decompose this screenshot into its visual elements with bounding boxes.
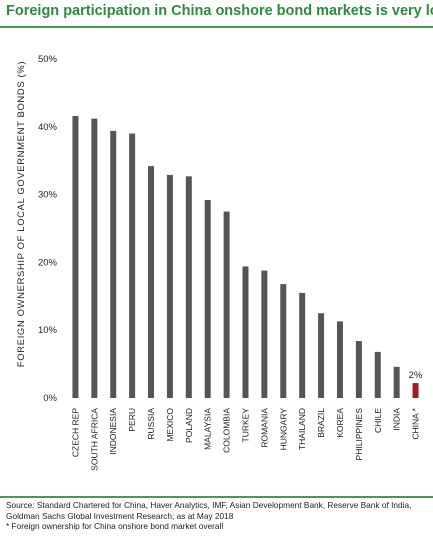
x-tick-label: CHILE <box>373 408 383 433</box>
bar <box>412 383 419 398</box>
x-tick-label: ROMANIA <box>259 408 269 448</box>
bar <box>223 211 230 398</box>
y-axis-label: FOREIGN OWNERSHIP OF LOCAL GOVERNMENT BO… <box>16 61 27 367</box>
bar <box>299 292 306 398</box>
y-tick-label: 50% <box>38 54 58 65</box>
x-tick-label: MEXICO <box>165 408 175 442</box>
bar <box>393 366 400 398</box>
bar <box>129 133 136 398</box>
source-text: Source: Standard Chartered for China, Ha… <box>6 500 412 521</box>
bar <box>336 321 343 398</box>
bar <box>280 284 287 398</box>
bar-chart: FOREIGN OWNERSHIP OF LOCAL GOVERNMENT BO… <box>16 54 423 471</box>
bar <box>166 174 173 398</box>
source-note: Source: Standard Chartered for China, Ha… <box>6 500 430 532</box>
title-rule <box>0 26 433 28</box>
x-tick-label: PERU <box>127 408 137 432</box>
x-tick-label: KOREA <box>335 408 345 438</box>
y-tick-label: 20% <box>38 257 58 268</box>
bar <box>261 270 268 398</box>
x-tick-label: CHINA * <box>411 407 421 439</box>
bar <box>72 115 79 399</box>
y-tick-label: 40% <box>38 122 58 133</box>
x-tick-label: CZECH REP <box>70 408 80 457</box>
x-tick-label: PHILIPPINES <box>354 408 364 461</box>
bar <box>110 130 117 399</box>
y-tick-label: 10% <box>38 325 58 336</box>
bar <box>242 266 249 398</box>
bar <box>355 341 362 398</box>
bar <box>318 313 325 398</box>
x-tick-label: INDONESIA <box>108 408 118 455</box>
x-tick-label: RUSSIA <box>146 408 156 440</box>
chart-title: Foreign participation in China onshore b… <box>6 3 433 19</box>
y-tick-label: 30% <box>38 190 58 201</box>
footnote-text: * Foreign ownership for China onshore bo… <box>6 521 224 531</box>
x-tick-label: TURKEY <box>241 408 251 443</box>
x-tick-label: SOUTH AFRICA <box>89 408 99 471</box>
x-tick-label: INDIA <box>392 408 402 431</box>
bar <box>204 200 211 398</box>
data-label: 2% <box>409 370 423 381</box>
x-tick-label: COLOMBIA <box>222 408 232 453</box>
bar <box>185 176 192 398</box>
bar <box>374 351 381 398</box>
x-tick-label: BRAZIL <box>316 408 326 438</box>
footer-rule <box>0 496 433 498</box>
x-tick-label: THAILAND <box>297 408 307 450</box>
y-tick-label: 0% <box>43 393 57 404</box>
bar <box>148 166 155 398</box>
x-tick-label: POLAND <box>184 408 194 443</box>
x-tick-label: HUNGARY <box>278 408 288 451</box>
bar <box>91 118 98 398</box>
x-tick-label: MALAYSIA <box>203 408 213 450</box>
